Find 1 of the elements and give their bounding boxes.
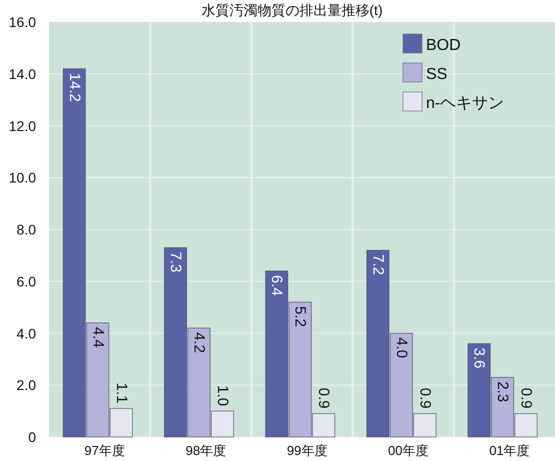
title: 水質汚濁物質の排出量推移(t) [201,2,383,18]
